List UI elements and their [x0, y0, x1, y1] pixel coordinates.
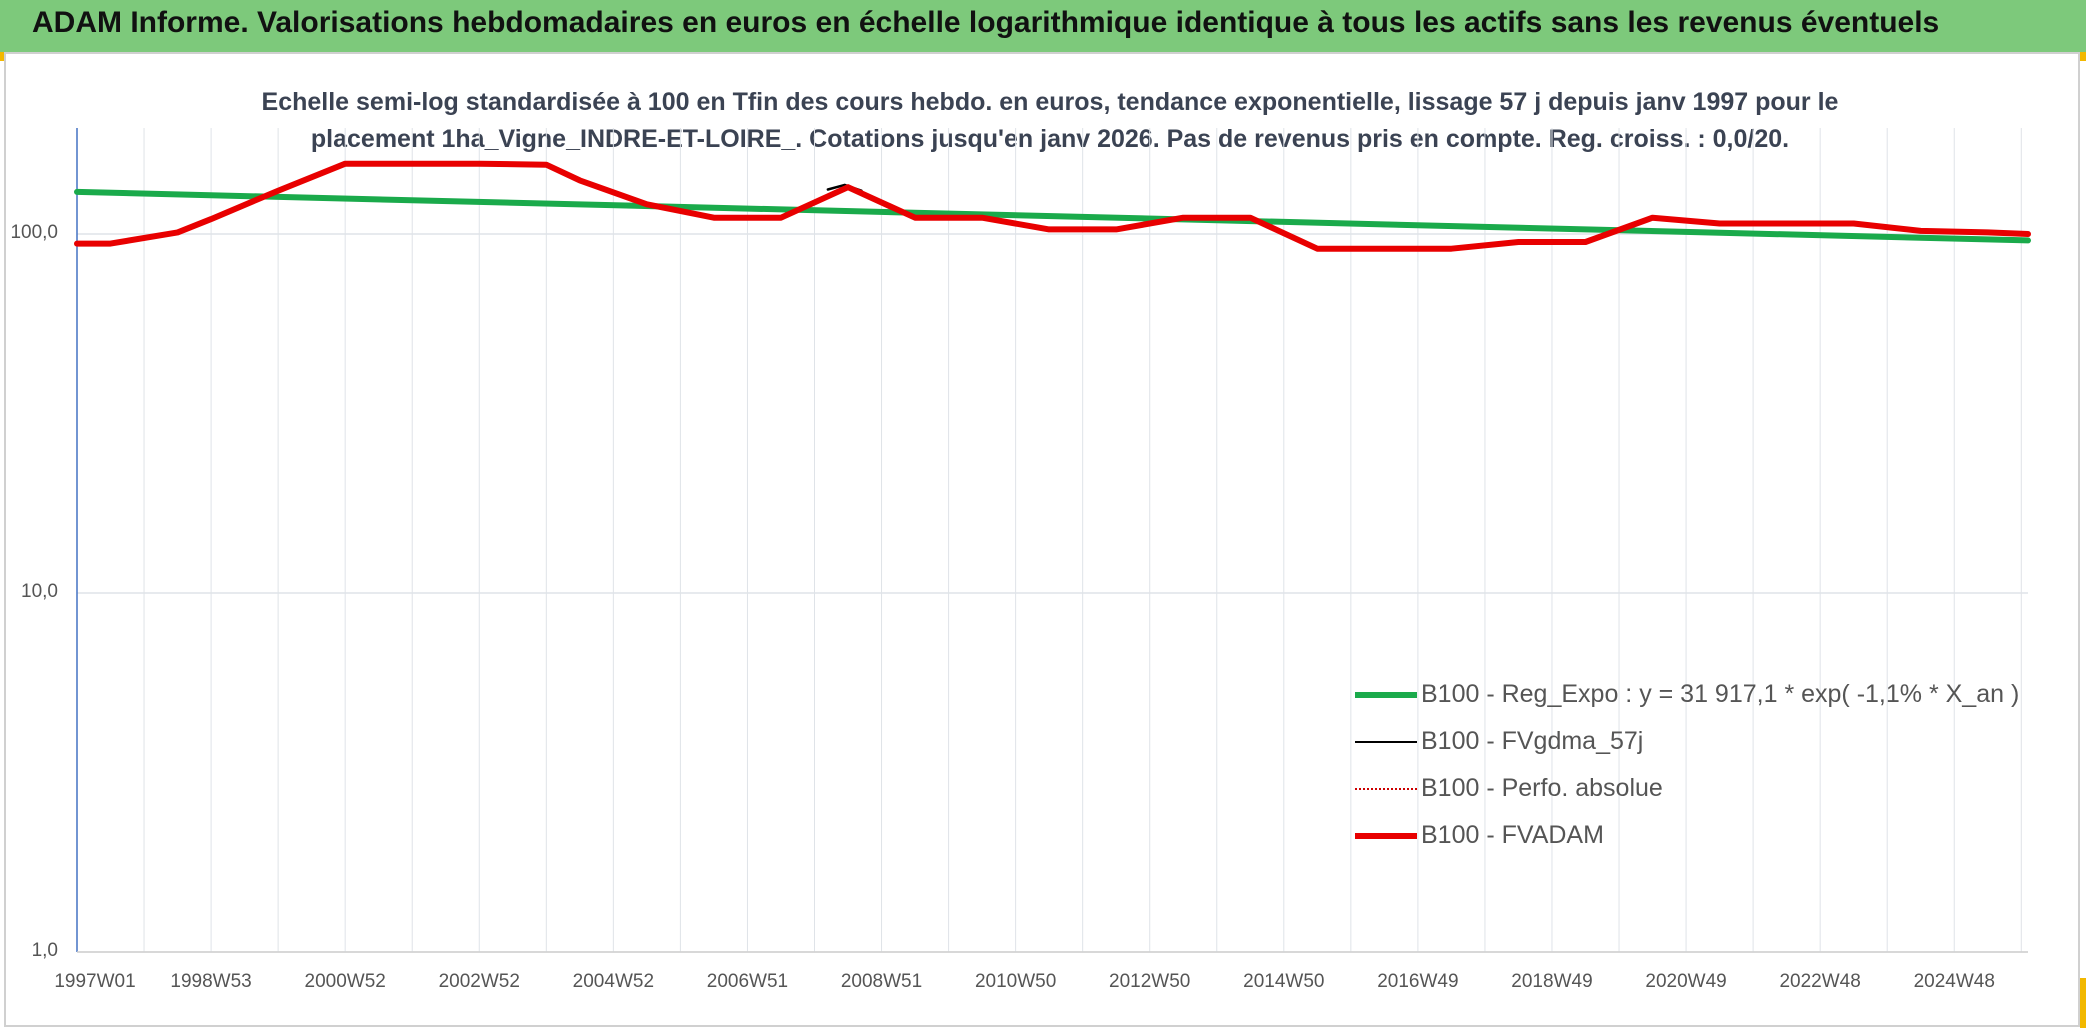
- x-tick-label: 2010W50: [974, 971, 1057, 992]
- legend-label: B100 - Reg_Expo : y = 31 917,1 * exp( -1…: [1421, 680, 2020, 708]
- chart-title-line-1: Echelle semi-log standardisée à 100 en T…: [261, 88, 1839, 116]
- x-tick-label: 2006W51: [706, 971, 789, 992]
- x-tick-label: 2024W48: [1913, 971, 1995, 992]
- legend-swatch: [1355, 692, 1417, 698]
- y-tick-label: 1,0: [31, 940, 58, 961]
- legend-label: B100 - FVADAM: [1421, 821, 1604, 849]
- header-banner: ADAM Informe. Valorisations hebdomadaire…: [0, 0, 2086, 52]
- x-tick-label: 2012W50: [1109, 971, 1191, 992]
- x-tick-label: 2008W51: [840, 971, 923, 992]
- series-line-0: [74, 188, 2031, 244]
- corner-marker-bottom-right: [2080, 978, 2086, 1028]
- x-tick-label: 2020W49: [1645, 971, 1727, 992]
- legend-swatch: [1355, 740, 1417, 743]
- x-tick-label: 2022W48: [1779, 971, 1861, 992]
- chart-title: Echelle semi-log standardisée à 100 en T…: [260, 84, 1840, 158]
- x-tick-label: 2014W50: [1243, 971, 1325, 992]
- x-tick-label: 2016W49: [1377, 971, 1459, 992]
- y-tick-label: 100,0: [10, 222, 58, 243]
- report-title: ADAM Informe. Valorisations hebdomadaire…: [32, 6, 1940, 39]
- x-tick-label: 2000W52: [304, 971, 386, 992]
- x-tick-label: 2002W52: [438, 971, 520, 992]
- x-tick-label: 2018W49: [1511, 971, 1593, 992]
- legend-swatch: [1355, 788, 1417, 790]
- x-tick-label: 1997W01: [54, 971, 136, 992]
- x-tick-label: 1998W53: [170, 971, 252, 992]
- legend-swatch: [1355, 833, 1417, 839]
- chart-title-line-2: placement 1ha_Vigne_INDRE-ET-LOIRE_. Cot…: [310, 125, 1790, 153]
- legend-label: B100 - Perfo. absolue: [1421, 774, 1663, 802]
- y-tick-label: 10,0: [21, 581, 58, 602]
- x-tick-label: 2004W52: [572, 971, 655, 992]
- legend-label: B100 - FVgdma_57j: [1421, 727, 1644, 755]
- series-line-3: [74, 160, 2031, 252]
